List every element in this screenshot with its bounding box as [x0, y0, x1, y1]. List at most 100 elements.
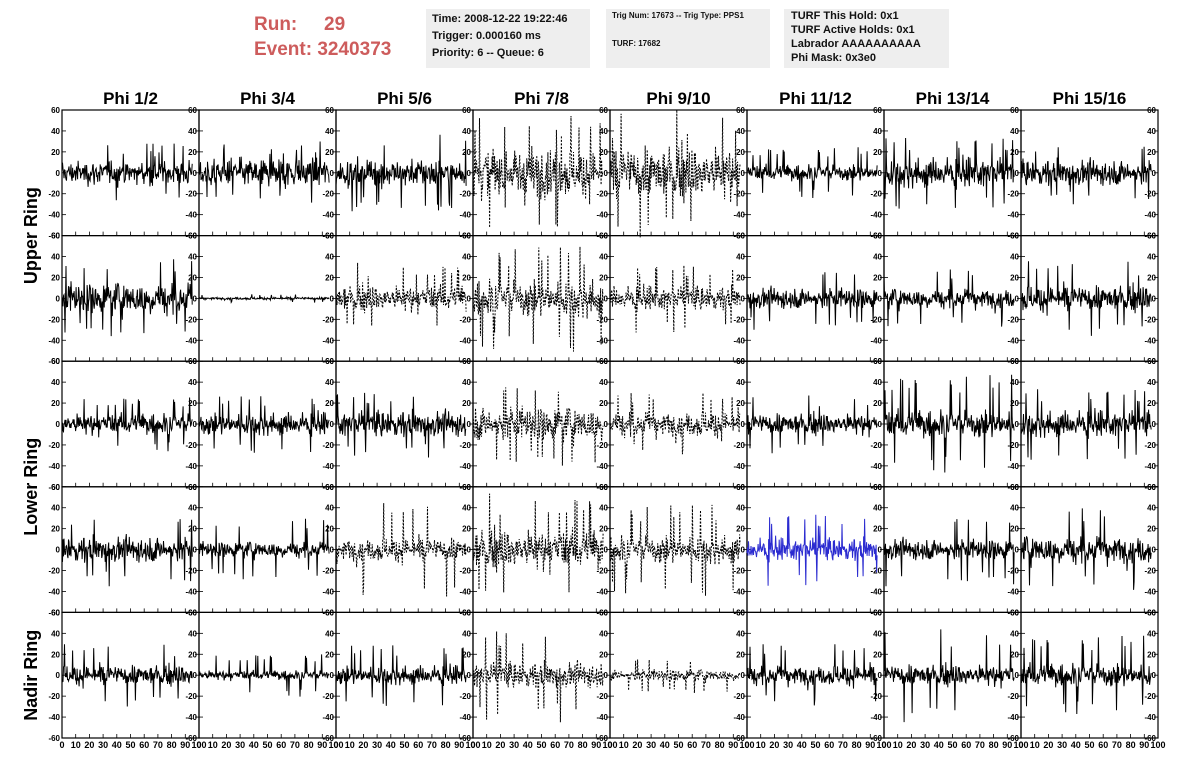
- waveform-trace: [609, 265, 741, 333]
- y-tick-label: -40: [459, 462, 471, 471]
- y-tick-label: -60: [48, 483, 60, 492]
- y-tick-label: -40: [185, 713, 197, 722]
- y-tick-label: -40: [185, 462, 197, 471]
- y-tick-label: 60: [1147, 106, 1156, 115]
- waveform-trace: [1020, 261, 1152, 336]
- waveform-trace: [883, 137, 1015, 209]
- x-tick-label: 90: [454, 740, 464, 750]
- y-tick-label: 60: [1147, 483, 1156, 492]
- x-tick-label: 30: [920, 740, 930, 750]
- y-tick-label: 0: [193, 671, 198, 680]
- y-tick-label: -20: [1144, 190, 1156, 199]
- y-tick-label: 0: [193, 420, 198, 429]
- y-tick-label: 40: [1010, 378, 1019, 387]
- y-tick-label: 60: [599, 106, 608, 115]
- y-tick-label: 60: [1010, 232, 1019, 241]
- y-tick-label: -40: [596, 587, 608, 596]
- y-tick-label: 40: [1010, 504, 1019, 513]
- x-tick-label: 30: [1057, 740, 1067, 750]
- y-tick-label: -40: [870, 211, 882, 220]
- x-tick-label: 50: [399, 740, 409, 750]
- y-tick-label: 60: [1010, 483, 1019, 492]
- y-tick-label: 0: [878, 671, 883, 680]
- y-tick-label: -20: [870, 441, 882, 450]
- y-tick-label: 0: [741, 671, 746, 680]
- y-tick-label: -20: [596, 567, 608, 576]
- y-tick-label: 40: [462, 629, 471, 638]
- waveform-trace: [1020, 635, 1152, 715]
- y-tick-label: 40: [873, 127, 882, 136]
- x-tick-label: 50: [125, 740, 135, 750]
- y-tick-label: -40: [870, 713, 882, 722]
- y-tick-label: 20: [1010, 525, 1019, 534]
- x-tick-label: 80: [304, 740, 314, 750]
- y-tick-label: 60: [325, 232, 334, 241]
- x-tick-label: 80: [167, 740, 177, 750]
- x-tick-label: 20: [769, 740, 779, 750]
- y-tick-label: 20: [325, 650, 334, 659]
- x-tick-label: 10: [619, 740, 629, 750]
- y-tick-label: -40: [322, 713, 334, 722]
- y-tick-label: 60: [462, 483, 471, 492]
- trigger-text: Trigger: 0.000160 ms: [432, 30, 541, 42]
- y-tick-label: 40: [325, 504, 334, 513]
- y-tick-label: 0: [1015, 169, 1020, 178]
- y-tick-label: 20: [51, 525, 60, 534]
- x-tick-label: 60: [139, 740, 149, 750]
- y-tick-label: 40: [462, 504, 471, 513]
- y-tick-label: 40: [873, 378, 882, 387]
- y-tick-label: 20: [736, 273, 745, 282]
- y-tick-label: -40: [596, 462, 608, 471]
- x-tick-label: 90: [591, 740, 601, 750]
- waveform-trace: [746, 272, 878, 330]
- y-tick-label: -60: [733, 734, 745, 743]
- y-tick-label: -20: [1007, 315, 1019, 324]
- y-tick-label: -40: [596, 713, 608, 722]
- y-tick-label: 0: [1015, 294, 1020, 303]
- y-tick-label: -60: [322, 734, 334, 743]
- y-tick-label: -20: [185, 692, 197, 701]
- y-tick-label: -20: [1144, 441, 1156, 450]
- x-tick-label: 80: [715, 740, 725, 750]
- y-tick-label: -40: [459, 713, 471, 722]
- x-tick-label: 0: [196, 740, 201, 750]
- y-tick-label: -20: [733, 315, 745, 324]
- x-tick-label: 0: [1018, 740, 1023, 750]
- y-tick-label: -40: [322, 587, 334, 596]
- x-tick-label: 60: [961, 740, 971, 750]
- y-tick-label: 60: [462, 608, 471, 617]
- y-tick-label: 20: [873, 273, 882, 282]
- y-tick-label: 60: [188, 483, 197, 492]
- y-tick-label: 40: [873, 253, 882, 262]
- y-tick-label: 60: [736, 232, 745, 241]
- y-tick-label: 0: [193, 169, 198, 178]
- y-tick-label: 40: [51, 127, 60, 136]
- y-tick-label: 0: [604, 671, 609, 680]
- run-line: Run: 29: [254, 12, 391, 37]
- y-tick-label: 0: [604, 294, 609, 303]
- y-tick-label: 60: [873, 106, 882, 115]
- y-tick-label: 0: [330, 294, 335, 303]
- y-tick-label: 60: [736, 608, 745, 617]
- y-tick-label: 20: [51, 148, 60, 157]
- y-tick-label: -60: [596, 734, 608, 743]
- time-info-box: Time: 2008-12-22 19:22:46 Trigger: 0.000…: [426, 9, 590, 68]
- y-tick-label: -60: [48, 734, 60, 743]
- y-tick-label: -40: [322, 211, 334, 220]
- event-label: Event:: [254, 39, 313, 60]
- x-tick-label: 40: [523, 740, 533, 750]
- x-tick-label: 80: [1126, 740, 1136, 750]
- y-tick-label: -20: [185, 567, 197, 576]
- y-tick-label: 60: [599, 483, 608, 492]
- y-tick-label: 40: [1147, 378, 1156, 387]
- x-tick-label: 0: [744, 740, 749, 750]
- x-tick-label: 0: [607, 740, 612, 750]
- y-tick-label: -20: [870, 190, 882, 199]
- x-tick-label: 100: [1013, 740, 1028, 750]
- x-tick-label: 40: [934, 740, 944, 750]
- y-tick-label: -60: [48, 232, 60, 241]
- y-tick-label: -60: [1144, 734, 1156, 743]
- y-tick-label: 20: [51, 650, 60, 659]
- waveform-trace: [335, 503, 467, 597]
- x-tick-label: 0: [333, 740, 338, 750]
